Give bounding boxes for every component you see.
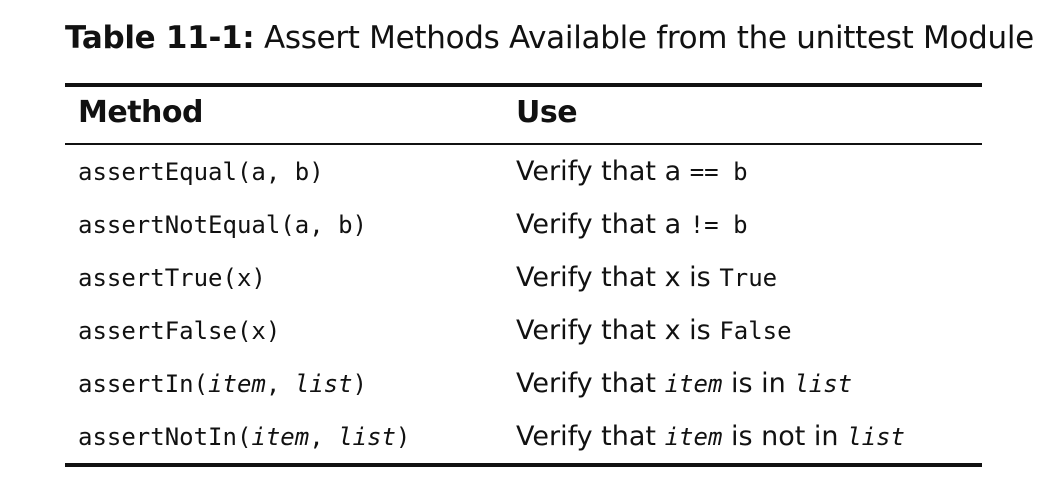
use-text: Verify that a — [516, 156, 690, 187]
method-text: assertIn( — [78, 370, 209, 398]
bottom-rule — [65, 463, 982, 467]
use-cell: Verify that x is True — [516, 262, 777, 293]
use-code: False — [719, 317, 792, 345]
use-text: Verify that a — [516, 209, 690, 240]
method-text: , — [309, 423, 339, 451]
use-cell: Verify that item is not in list — [516, 421, 905, 452]
use-code: != — [689, 211, 719, 239]
top-rule — [65, 83, 982, 87]
use-param: item — [664, 370, 723, 398]
method-cell: assertFalse(x) — [78, 317, 280, 345]
use-text: Verify that x is — [516, 315, 720, 346]
method-cell: assertIn(item, list) — [78, 370, 367, 398]
use-param: list — [794, 370, 853, 398]
method-text: assertNotIn( — [78, 423, 252, 451]
use-text: Verify that — [516, 421, 665, 452]
use-code: == — [689, 158, 719, 186]
method-text: ) — [395, 423, 411, 451]
method-text: assertNotEqual(a, b) — [78, 211, 367, 239]
use-cell: Verify that a != b — [516, 209, 748, 240]
use-code: b — [718, 211, 748, 239]
use-text: is in — [722, 368, 795, 399]
header-use: Use — [516, 95, 578, 130]
method-param: list — [338, 423, 396, 451]
method-text: , — [265, 370, 295, 398]
use-param: item — [664, 423, 723, 451]
use-code: b — [718, 158, 748, 186]
use-param: list — [847, 423, 905, 451]
use-cell: Verify that item is in list — [516, 368, 852, 399]
method-cell: assertTrue(x) — [78, 264, 266, 292]
method-param: list — [294, 370, 353, 398]
use-cell: Verify that x is False — [516, 315, 792, 346]
use-code: True — [719, 264, 778, 292]
use-text: Verify that — [516, 368, 665, 399]
method-text: assertFalse(x) — [78, 317, 281, 345]
method-text: ) — [352, 370, 367, 398]
method-cell: assertEqual(a, b) — [78, 158, 324, 186]
method-cell: assertNotIn(item, list) — [78, 423, 410, 451]
method-param: item — [208, 370, 266, 398]
caption-label: Table 11-1: — [65, 20, 255, 56]
header-method: Method — [78, 95, 203, 130]
method-text: assertTrue(x) — [78, 264, 266, 292]
use-text: Verify that x is — [516, 262, 720, 293]
use-text: is not in — [722, 421, 848, 452]
table-caption: Table 11-1: Assert Methods Available fro… — [65, 20, 1034, 56]
method-cell: assertNotEqual(a, b) — [78, 211, 367, 239]
header-rule — [65, 143, 982, 145]
method-param: item — [251, 423, 310, 451]
method-text: assertEqual(a, b) — [78, 158, 324, 186]
caption-title: Assert Methods Available from the unitte… — [254, 20, 1034, 56]
use-cell: Verify that a == b — [516, 156, 748, 187]
